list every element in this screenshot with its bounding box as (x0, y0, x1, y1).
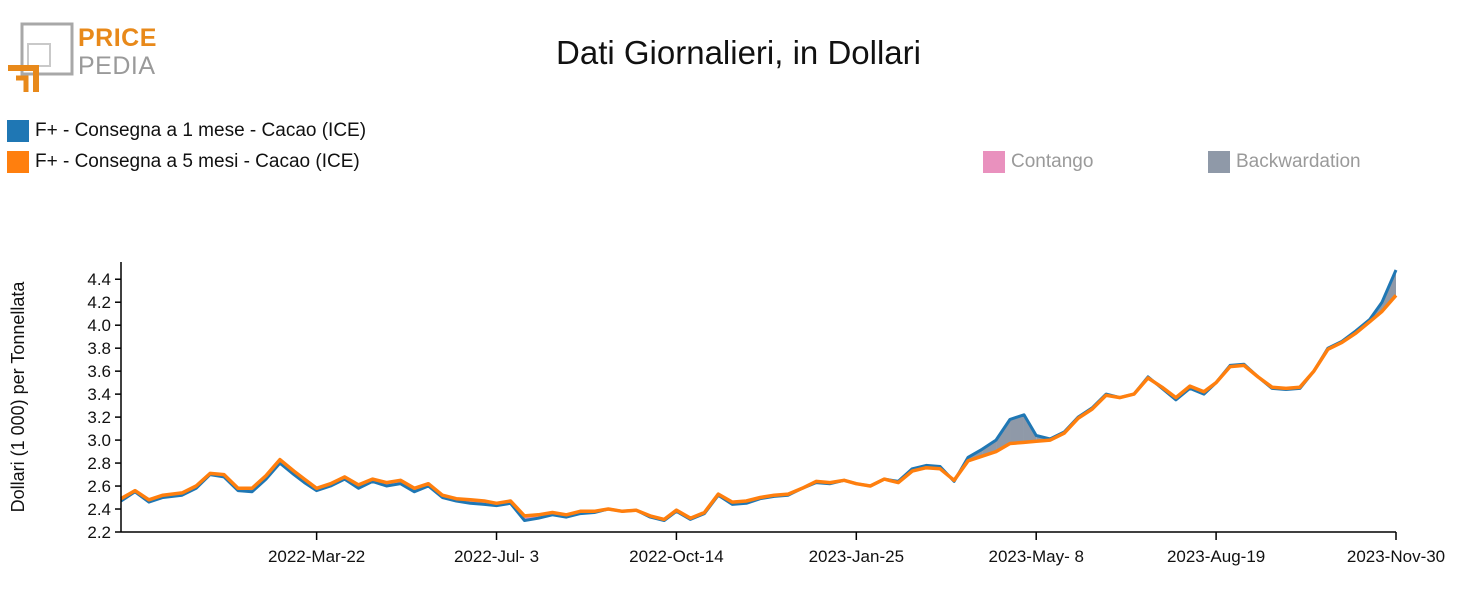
y-tick-label: 2.8 (87, 454, 111, 473)
legend-swatch-contango (983, 151, 1005, 173)
logo-text-price: PRICE (78, 24, 157, 52)
logo-mark-icon (8, 22, 74, 92)
x-tick-label: 2023-Jan-25 (809, 547, 904, 566)
legend-swatch-series-2 (7, 151, 29, 173)
legend-swatch-series-1 (7, 120, 29, 142)
y-tick-label: 3.2 (87, 408, 111, 427)
logo-text-pedia: PEDIA (78, 52, 156, 80)
series-lines (120, 269, 1398, 522)
x-tick-label: 2022-Oct-14 (629, 547, 724, 566)
y-tick-label: 4.0 (87, 316, 111, 335)
spread-fill-segment (1010, 414, 1024, 444)
legend-label-backwardation: Backwardation (1236, 151, 1361, 172)
legend-label-series-2: F+ - Consegna a 5 mesi - Cacao (ICE) (35, 151, 360, 172)
y-tick-label: 3.4 (87, 385, 111, 404)
y-tick-label: 4.4 (87, 270, 111, 289)
x-tick-label: 2023-Aug-19 (1167, 547, 1265, 566)
x-tick-label: 2023-Nov-30 (1347, 547, 1445, 566)
legend-item-series-1[interactable]: F+ - Consegna a 1 mese - Cacao (ICE) (7, 120, 366, 142)
y-axis-label: Dollari (1 000) per Tonnellata (8, 281, 28, 513)
legend-swatch-backwardation (1208, 151, 1230, 173)
x-tick-label: 2022-Jul- 3 (454, 547, 539, 566)
x-tick-label: 2023-May- 8 (988, 547, 1083, 566)
legend-item-contango: Contango (983, 151, 1093, 173)
x-tick-label: 2022-Mar-22 (268, 547, 365, 566)
y-tick-label: 3.0 (87, 431, 111, 450)
y-tick-label: 2.6 (87, 477, 111, 496)
y-tick-label: 2.2 (87, 523, 111, 542)
legend-item-backwardation: Backwardation (1208, 151, 1361, 173)
y-tick-label: 3.8 (87, 339, 111, 358)
pricepedia-logo: PRICE PEDIA (6, 22, 166, 94)
chart-title: Dati Giornalieri, in Dollari (556, 34, 921, 71)
legend-item-series-2[interactable]: F+ - Consegna a 5 mesi - Cacao (ICE) (7, 151, 360, 173)
series-line-2 (120, 294, 1398, 522)
legend-label-contango: Contango (1011, 151, 1094, 172)
y-tick-label: 2.4 (87, 500, 111, 519)
axes: 2.2 2.4 2.6 2.8 3.0 3.2 3.4 3.6 3.8 4.0 4.2 4.4 2022… (87, 262, 1445, 566)
legend-label-series-1: F+ - Consegna a 1 mese - Cacao (ICE) (35, 120, 367, 141)
y-tick-label: 4.2 (87, 293, 111, 312)
y-tick-label: 3.6 (87, 362, 111, 381)
